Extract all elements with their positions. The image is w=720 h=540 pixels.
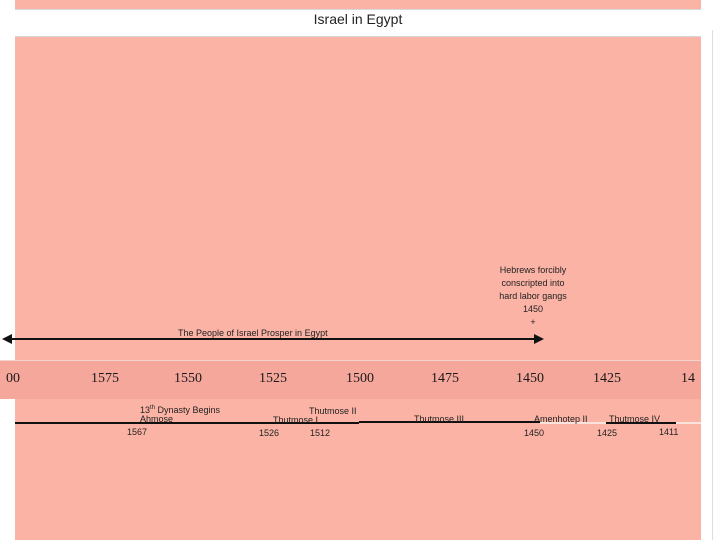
reign-line-light	[676, 422, 701, 424]
prosper-arrow	[2, 334, 544, 344]
ahmose-label: Ahmose	[140, 414, 174, 424]
note-line: hard labor gangs	[499, 291, 567, 301]
thutmose-iv-label: Thutmose IV	[609, 414, 661, 424]
reign-line	[15, 422, 359, 424]
thutmose-ii-label: Thutmose II	[309, 406, 357, 416]
arrow-head-right	[534, 334, 544, 344]
year-label: 1575	[91, 371, 119, 386]
note-line: 1450	[522, 304, 544, 314]
ordinal-suffix: th	[150, 405, 156, 411]
year-label: 14	[681, 371, 695, 386]
dynasty-label: 13th Dynasty Begins	[140, 402, 220, 416]
prosper-label: The People of Israel Prosper in Egypt	[178, 328, 328, 338]
reign-line	[359, 421, 540, 423]
right-margin	[701, 0, 720, 540]
title-band	[15, 9, 701, 37]
amenhotep-ii-year: 1450	[524, 428, 545, 438]
note-line: conscripted into	[501, 278, 565, 288]
note-line: +	[530, 317, 536, 327]
page-title: Israel in Egypt	[313, 11, 403, 27]
ahmose-year: 1567	[127, 427, 148, 437]
thutmose-ii-year: 1512	[310, 428, 331, 438]
thutmose-iv-year: 1425	[597, 428, 618, 438]
year-label: 1425	[593, 371, 621, 386]
year-label: 1500	[346, 371, 374, 386]
amenhotep-ii-label: Amenhotep II	[534, 414, 588, 424]
thutmose-i-label: Thutmose I	[273, 415, 319, 425]
year-label: 1550	[174, 371, 202, 386]
hebrews-conscripted-note: Hebrews forcibly conscripted into hard l…	[488, 264, 578, 329]
year-axis-band	[0, 360, 701, 399]
arrow-head-left	[2, 334, 12, 344]
year-label: 1450	[516, 371, 544, 386]
dynasty-text: 13th Dynasty Begins	[140, 405, 221, 415]
scrollbar-track[interactable]	[712, 30, 713, 540]
thutmose-iv-end-year: 1411	[659, 427, 679, 437]
slide-background	[15, 0, 701, 540]
thutmose-i-year: 1526	[259, 428, 280, 438]
year-label: 1525	[259, 371, 287, 386]
note-line: Hebrews forcibly	[499, 265, 567, 275]
reign-line	[606, 422, 676, 424]
year-label: 1475	[431, 371, 459, 386]
thutmose-iii-label: Thutmose III	[414, 414, 465, 424]
year-label: 00	[6, 371, 20, 386]
reign-line-light	[540, 422, 606, 424]
